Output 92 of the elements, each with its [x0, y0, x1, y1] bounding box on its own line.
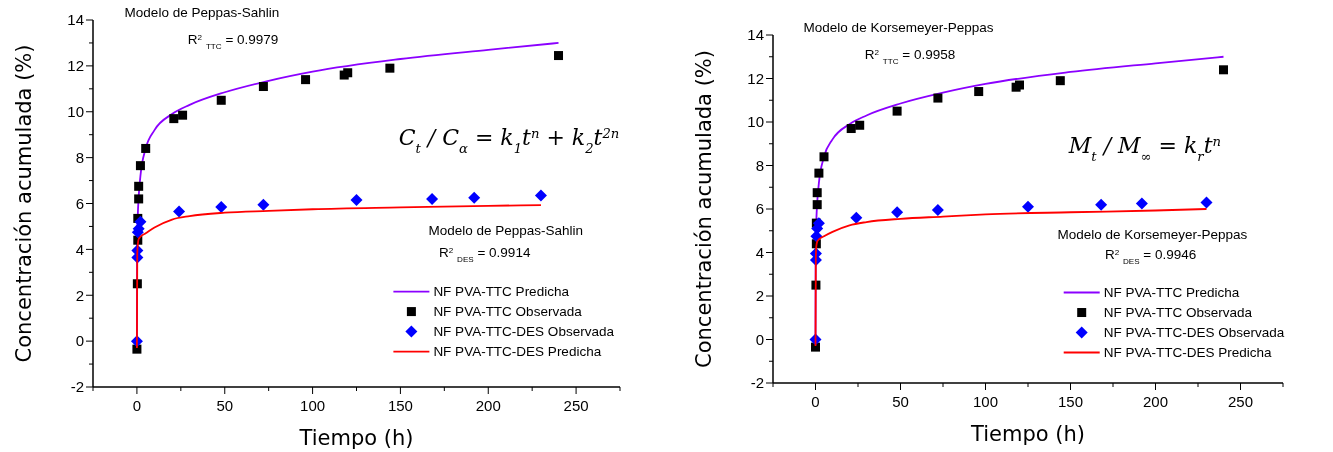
y-tick-label: 10: [747, 113, 764, 131]
y-tick-label: -2: [750, 374, 764, 392]
point: [846, 124, 856, 134]
point: [811, 342, 820, 352]
y-tick-label: 12: [67, 57, 84, 75]
point: [814, 168, 824, 178]
annotation: M$_{t}$ / M$_{∞}$ = k$_{r}$t$^{n}$: [1067, 133, 1221, 164]
y-tick-label: 4: [755, 243, 764, 261]
point: [343, 68, 353, 78]
legend-label: NF PVA-TTC Predicha: [433, 284, 570, 300]
point: [134, 181, 144, 191]
y-axis-title: Concentración acumulada (%): [692, 50, 716, 368]
point: [933, 93, 943, 103]
legend-label: NF PVA-TTC-DES Predicha: [1103, 345, 1272, 361]
point: [350, 194, 363, 207]
annotation: R$^{2}$ $_{DES}$ = 0.9946: [1104, 247, 1197, 266]
x-tick-label: 100: [300, 397, 326, 414]
point: [812, 200, 822, 210]
point: [169, 114, 179, 124]
x-tick-label: 250: [563, 397, 589, 414]
point: [132, 344, 142, 354]
annotation: R$^{2}$ $_{DES}$ = 0.9914: [439, 244, 531, 264]
point: [385, 63, 395, 73]
x-tick-label: 0: [811, 393, 820, 410]
x-tick-label: 50: [216, 397, 234, 414]
point: [534, 189, 547, 202]
y-tick-label: 14: [67, 11, 84, 29]
point: [819, 152, 829, 162]
point: [1219, 65, 1228, 75]
x-tick-label: 0: [132, 397, 142, 414]
legend-label: NF PVA-TTC Predicha: [1103, 285, 1240, 301]
y-tick-label: -2: [70, 378, 84, 396]
text: C$_{t}$ / C$_{α}$ = k$_{1}$t$^{n}$ + k$_{2}$t$^{2n}$: [398, 124, 620, 156]
point: [141, 143, 151, 153]
point: [554, 51, 564, 61]
y-tick-label: 2: [755, 287, 764, 305]
x-tick-label: 100: [972, 393, 999, 410]
annotation: Modelo de Peppas-Sahlin: [428, 222, 584, 238]
x-tick-label: 250: [1227, 393, 1254, 410]
annotation: Modelo de Korsemeyer-Peppas: [1057, 226, 1248, 242]
point: [812, 188, 822, 198]
point: [135, 161, 145, 171]
text: Modelo de Peppas-Sahlin: [124, 5, 280, 20]
point: [891, 206, 904, 219]
point: [173, 205, 186, 218]
point: [426, 192, 439, 205]
legend-label: NF PVA-TTC Observada: [1103, 305, 1253, 321]
point: [1015, 80, 1024, 90]
legend-label: NF PVA-TTC-DES Observada: [1103, 325, 1285, 341]
x-axis-title: Tiempo (h): [970, 422, 1085, 446]
x-tick-label: 200: [475, 397, 501, 414]
y-tick-label: 8: [755, 156, 764, 174]
point: [134, 194, 144, 204]
legend-label: NF PVA-TTC Observada: [433, 304, 583, 320]
point: [258, 82, 268, 92]
point: [974, 87, 984, 97]
point: [892, 106, 902, 116]
point: [850, 211, 863, 224]
legend-label: NF PVA-TTC-DES Predicha: [433, 344, 602, 360]
point: [855, 120, 865, 130]
y-tick-label: 6: [75, 194, 84, 212]
y-tick-label: 2: [75, 286, 84, 304]
point: [1095, 198, 1108, 211]
point: [468, 191, 481, 204]
point: [178, 110, 188, 120]
x-tick-label: 50: [892, 393, 909, 410]
point: [257, 198, 270, 211]
point: [1055, 76, 1065, 86]
y-axis-title: Concentración acumulada (%): [12, 44, 36, 363]
point: [1022, 200, 1034, 213]
annotation: R$^{2}$ $_{TTC}$ = 0.9979: [187, 32, 279, 51]
point: [1200, 196, 1213, 209]
point: [215, 200, 228, 213]
x-tick-label: 150: [1057, 393, 1084, 410]
y-tick-label: 0: [75, 332, 84, 350]
y-tick-label: 12: [747, 69, 764, 87]
point: [1135, 197, 1148, 210]
annotation: Modelo de Korsemeyer-Peppas: [803, 20, 994, 35]
legend-label: NF PVA-TTC-DES Observada: [433, 324, 615, 340]
y-tick-label: 0: [755, 330, 764, 348]
y-tick-label: 8: [75, 148, 84, 166]
y-tick-label: 10: [67, 103, 84, 120]
x-tick-label: 150: [387, 397, 413, 414]
point: [931, 204, 944, 217]
point: [216, 95, 226, 105]
annotation: R$^{2}$ $_{TTC}$ = 0.9958: [864, 47, 956, 66]
y-tick-label: 4: [75, 240, 84, 258]
x-axis-title: Tiempo (h): [298, 426, 414, 450]
point: [301, 75, 311, 85]
x-tick-label: 200: [1142, 393, 1169, 410]
y-tick-label: 14: [747, 26, 764, 44]
y-tick-label: 6: [755, 200, 764, 218]
